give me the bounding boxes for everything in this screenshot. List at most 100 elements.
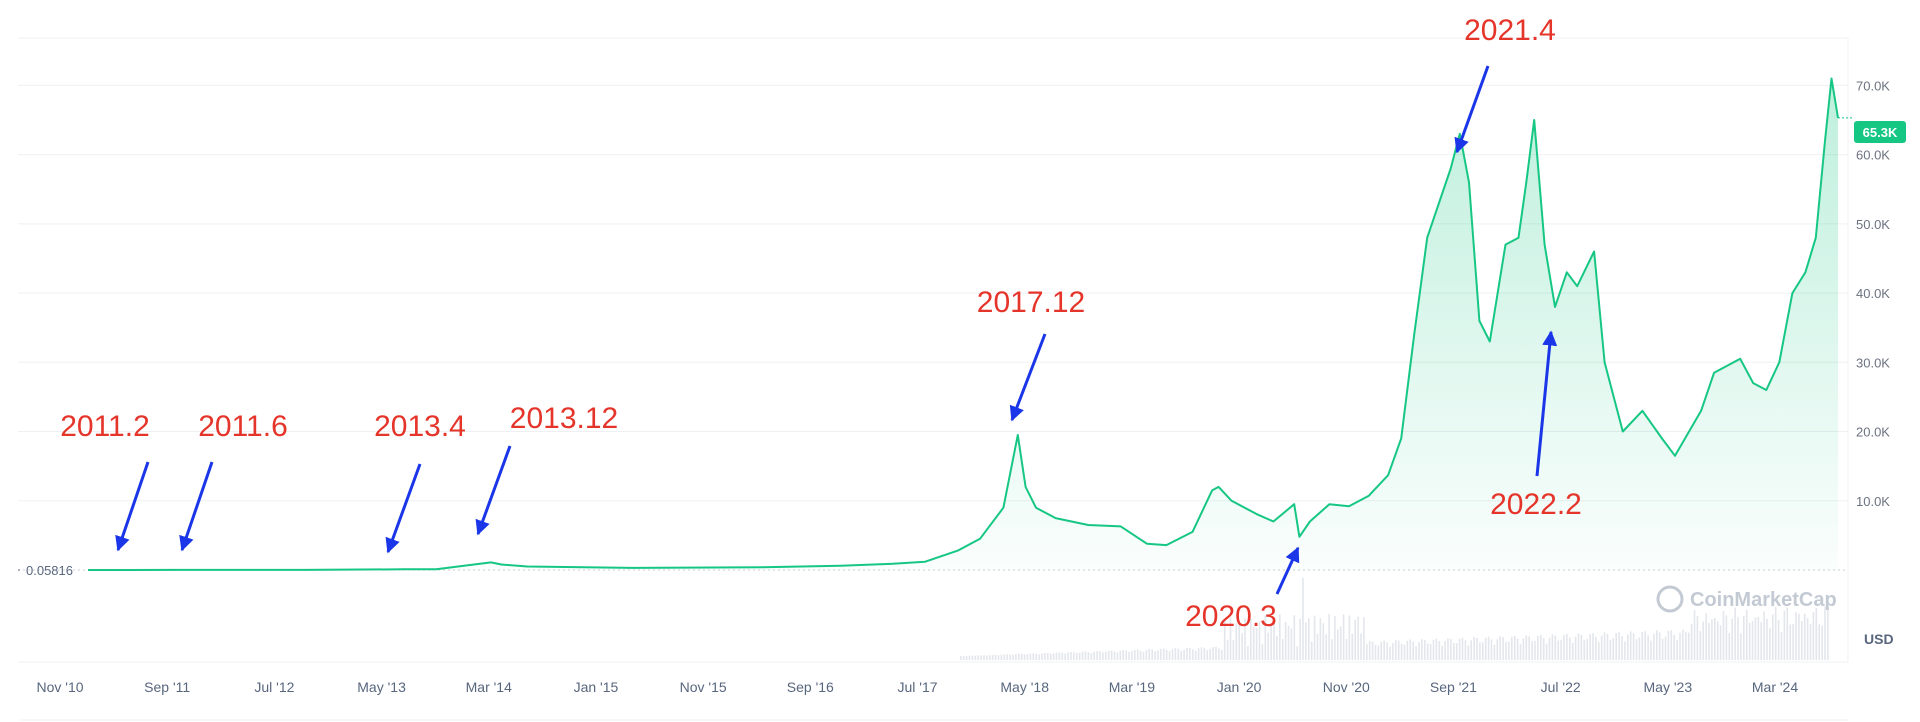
volume-bar [1047, 653, 1049, 660]
volume-bar [1458, 638, 1461, 660]
baseline-label: 0.05816 [26, 563, 73, 578]
annotation-label: 2017.12 [977, 286, 1085, 319]
volume-bar [965, 655, 968, 660]
volume-bar [1699, 631, 1702, 660]
watermark: CoinMarketCap [1656, 585, 1837, 613]
annotation-arrow [385, 463, 422, 554]
volume-bar [1264, 615, 1267, 660]
volume-bar [1223, 620, 1226, 660]
volume-bar [1661, 638, 1664, 660]
volume-bar [997, 655, 1000, 660]
volume-bar [1067, 652, 1069, 660]
volume-bar [1638, 637, 1641, 660]
volume-bar [1395, 640, 1397, 660]
volume-bar [1528, 636, 1530, 660]
coinmarketcap-logo-icon [1656, 585, 1684, 613]
volume-bar [1351, 633, 1354, 660]
volume-bar [1342, 614, 1345, 660]
volume-bar [1716, 621, 1719, 660]
volume-bar [1366, 643, 1368, 660]
volume-bar [1603, 632, 1606, 660]
volume-bar [1386, 642, 1388, 660]
volume-bar [1609, 639, 1612, 660]
volume-bar [1612, 638, 1615, 660]
volume-bar [1464, 640, 1467, 660]
volume-bar [1299, 618, 1301, 660]
volume-bar [1180, 650, 1182, 660]
price-area [88, 78, 1838, 570]
volume-bar [1783, 610, 1786, 660]
volume-bar [1577, 633, 1580, 660]
volume-bar [1110, 650, 1113, 660]
volume-bar [1392, 642, 1394, 660]
volume-bar [1534, 640, 1536, 660]
x-tick-label: Sep '16 [787, 679, 834, 695]
x-tick-label: Jul '12 [254, 679, 294, 695]
x-tick-label: May '18 [1000, 679, 1049, 695]
x-tick-label: Nov '10 [36, 679, 83, 695]
volume-bar [1368, 641, 1371, 660]
volume-bar [1632, 633, 1635, 660]
watermark-label: CoinMarketCap [1690, 589, 1837, 611]
volume-bar [1455, 643, 1458, 660]
volume-bar [1232, 640, 1235, 660]
volume-bar [1380, 641, 1383, 660]
volume-bar [1667, 630, 1670, 660]
x-tick-label: Jan '15 [574, 679, 619, 695]
volume-bar [1473, 637, 1475, 660]
volume-bar [1429, 644, 1432, 660]
volume-bar [1540, 634, 1542, 660]
volume-bar [1624, 641, 1626, 660]
volume-bar [1754, 617, 1757, 660]
volume-bar [1760, 622, 1762, 660]
volume-bar [1099, 651, 1101, 660]
volume-bar [1371, 641, 1374, 660]
volume-bar [1293, 615, 1296, 660]
volume-bar [1664, 636, 1667, 660]
volume-bar [1499, 636, 1501, 660]
volume-bar [1403, 644, 1406, 660]
volume-bar [1641, 631, 1644, 660]
annotation-label: 2013.12 [510, 402, 618, 435]
volume-bar [1627, 634, 1629, 660]
x-tick-label: Jul '22 [1541, 679, 1581, 695]
volume-bar [1319, 618, 1322, 660]
volume-bar [1076, 653, 1078, 660]
volume-bar [1476, 638, 1478, 660]
volume-bar [1670, 630, 1673, 660]
volume-bar [1653, 633, 1655, 660]
volume-bar [1305, 622, 1307, 660]
volume-bar [968, 655, 971, 660]
x-tick-label: Mar '14 [466, 679, 512, 695]
volume-bar [1397, 640, 1400, 660]
volume-bar [1696, 616, 1699, 660]
volume-bar [1252, 627, 1255, 660]
volume-bar [1148, 649, 1151, 660]
volume-bar [1061, 652, 1064, 660]
volume-bar [1238, 623, 1240, 660]
volume-bar [1461, 637, 1464, 660]
volume-bar [1592, 633, 1594, 660]
volume-bar [962, 655, 965, 660]
volume-bar [1743, 615, 1745, 660]
volume-bar [1447, 638, 1449, 660]
volume-bar [1693, 609, 1696, 660]
volume-bar [1803, 613, 1806, 660]
volume-bar [1560, 639, 1562, 660]
volume-bar [1171, 649, 1174, 660]
volume-bar [1102, 652, 1104, 660]
volume-bar [1026, 654, 1029, 660]
volume-bar [1357, 616, 1359, 660]
volume-bar [1679, 632, 1681, 660]
x-tick-label: Sep '11 [144, 679, 190, 695]
volume-bar [1310, 641, 1313, 660]
volume-bar [1006, 654, 1008, 660]
annotation-arrow [179, 461, 214, 552]
volume-bar [1786, 607, 1789, 660]
annotation-arrow [1009, 333, 1047, 422]
x-tick-label: May '23 [1644, 679, 1693, 695]
y-tick-label: 70.0K [1856, 78, 1890, 93]
volume-bar [1502, 637, 1504, 660]
annotation-label: 2011.2 [60, 410, 150, 443]
volume-bar [1824, 606, 1826, 660]
